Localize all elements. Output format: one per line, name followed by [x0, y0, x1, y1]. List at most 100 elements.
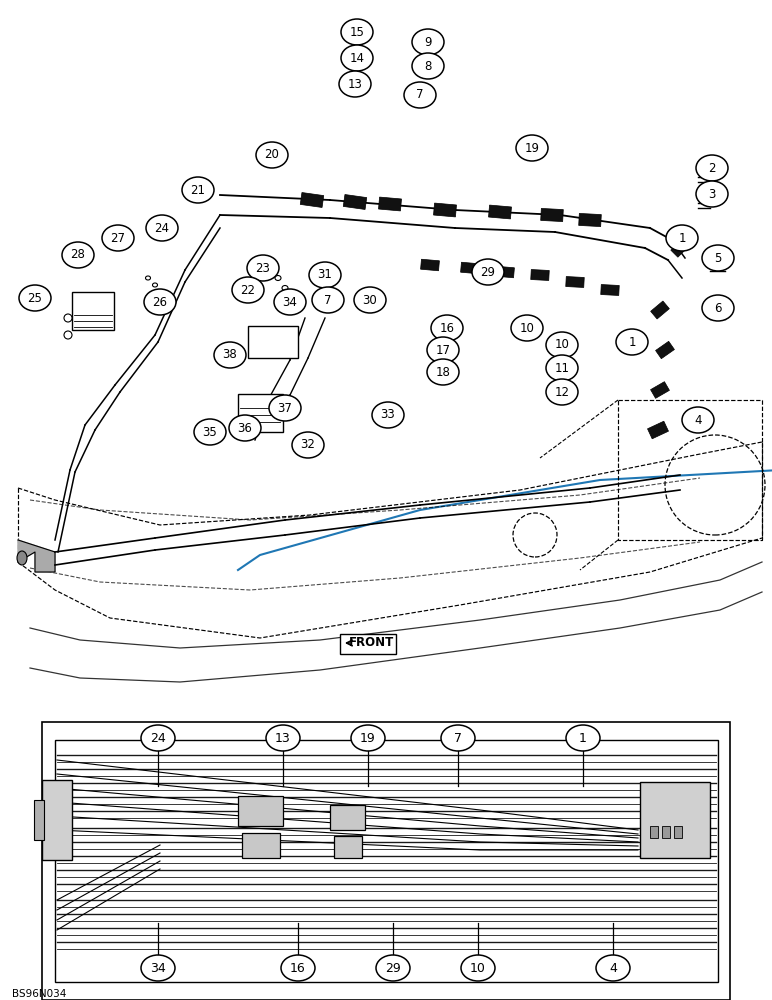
Text: 7: 7	[454, 732, 462, 744]
Bar	[496, 266, 514, 278]
Ellipse shape	[292, 432, 324, 458]
Ellipse shape	[269, 395, 301, 421]
Text: 25: 25	[28, 292, 42, 304]
Bar	[650, 826, 658, 838]
Text: 29: 29	[480, 265, 496, 278]
Bar	[34, 800, 44, 840]
Bar	[300, 193, 323, 207]
Text: 30: 30	[363, 294, 378, 306]
Ellipse shape	[546, 379, 578, 405]
Text: 7: 7	[324, 294, 332, 306]
Bar	[421, 259, 439, 271]
Text: 4: 4	[694, 414, 702, 426]
Ellipse shape	[546, 332, 578, 358]
Ellipse shape	[19, 285, 51, 311]
Bar	[334, 836, 362, 858]
Text: 6: 6	[714, 302, 722, 314]
Bar	[330, 805, 365, 830]
Ellipse shape	[412, 53, 444, 79]
Text: 35: 35	[202, 426, 218, 438]
Text: 33: 33	[381, 408, 395, 422]
Text: FRONT: FRONT	[350, 637, 394, 650]
Ellipse shape	[232, 277, 264, 303]
Text: 37: 37	[278, 401, 293, 414]
Ellipse shape	[701, 169, 709, 175]
Text: 19: 19	[360, 732, 376, 744]
Ellipse shape	[141, 725, 175, 751]
Text: 5: 5	[714, 251, 722, 264]
Ellipse shape	[412, 29, 444, 55]
Ellipse shape	[702, 295, 734, 321]
Bar	[671, 239, 689, 257]
Ellipse shape	[339, 71, 371, 97]
Text: BS96N034: BS96N034	[12, 989, 66, 999]
Bar	[489, 205, 512, 219]
Ellipse shape	[516, 135, 548, 161]
Text: 24: 24	[150, 732, 166, 744]
Bar	[655, 341, 675, 359]
Text: 7: 7	[416, 89, 424, 102]
Ellipse shape	[274, 289, 306, 315]
Bar	[72, 292, 114, 330]
Ellipse shape	[182, 177, 214, 203]
Text: 16: 16	[439, 322, 455, 334]
Ellipse shape	[427, 359, 459, 385]
Text: 17: 17	[435, 344, 451, 357]
Bar	[378, 197, 401, 211]
Ellipse shape	[214, 342, 246, 368]
Text: 26: 26	[153, 296, 168, 308]
Ellipse shape	[341, 19, 373, 45]
Ellipse shape	[312, 287, 344, 313]
Bar	[238, 394, 283, 432]
Ellipse shape	[427, 337, 459, 363]
Polygon shape	[18, 540, 55, 572]
Text: 27: 27	[110, 232, 126, 244]
Bar	[42, 780, 72, 860]
Ellipse shape	[696, 155, 728, 181]
Text: 8: 8	[425, 60, 432, 73]
Text: 22: 22	[241, 284, 256, 296]
Ellipse shape	[372, 402, 404, 428]
Ellipse shape	[309, 262, 341, 288]
Text: 13: 13	[347, 78, 362, 91]
Ellipse shape	[354, 287, 386, 313]
FancyBboxPatch shape	[340, 634, 396, 654]
Ellipse shape	[404, 82, 436, 108]
Text: 23: 23	[256, 261, 270, 274]
Text: 38: 38	[222, 349, 237, 361]
Text: 14: 14	[350, 51, 364, 64]
Text: 28: 28	[70, 248, 86, 261]
Ellipse shape	[229, 415, 261, 441]
Ellipse shape	[102, 225, 134, 251]
Text: 16: 16	[290, 962, 306, 974]
Ellipse shape	[701, 195, 709, 201]
Text: 32: 32	[300, 438, 316, 452]
Ellipse shape	[64, 314, 72, 322]
Text: 15: 15	[350, 25, 364, 38]
Ellipse shape	[472, 259, 504, 285]
Ellipse shape	[247, 255, 279, 281]
Bar	[651, 382, 669, 398]
Text: 13: 13	[275, 732, 291, 744]
Text: 3: 3	[709, 188, 716, 200]
Text: 10: 10	[470, 962, 486, 974]
Text: 20: 20	[265, 148, 279, 161]
Text: 10: 10	[520, 322, 534, 334]
Text: 1: 1	[628, 336, 636, 349]
Text: 1: 1	[579, 732, 587, 744]
Ellipse shape	[511, 315, 543, 341]
Ellipse shape	[666, 225, 698, 251]
Ellipse shape	[616, 329, 648, 355]
Ellipse shape	[281, 955, 315, 981]
Ellipse shape	[144, 289, 176, 315]
Bar	[674, 826, 682, 838]
Text: 11: 11	[554, 361, 570, 374]
Bar	[651, 301, 669, 319]
Text: 21: 21	[191, 184, 205, 196]
Ellipse shape	[194, 419, 226, 445]
Text: 29: 29	[385, 962, 401, 974]
Ellipse shape	[64, 331, 72, 339]
Bar	[344, 195, 367, 209]
Ellipse shape	[546, 355, 578, 381]
Ellipse shape	[596, 955, 630, 981]
